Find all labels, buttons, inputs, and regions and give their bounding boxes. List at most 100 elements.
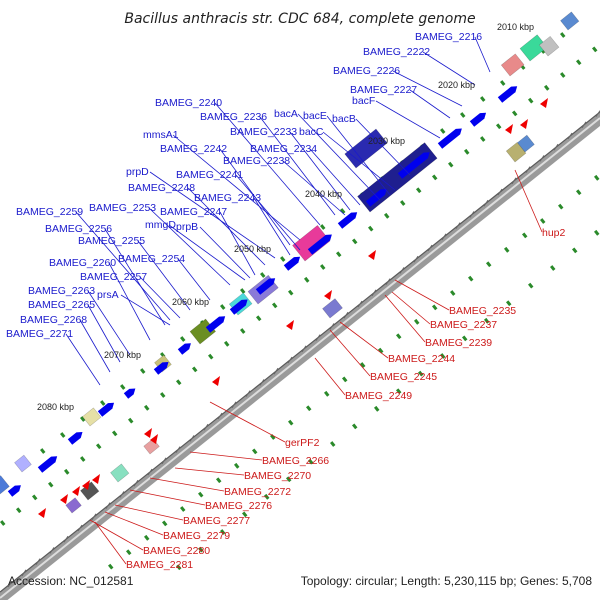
forward-leader-line [289,131,351,211]
forward-gene-arrow [177,343,191,355]
track-tick [264,493,270,500]
feature-block [517,134,535,153]
forward-gene-label: bacF [352,95,375,107]
track-tick [504,246,510,253]
reverse-gene-label: hup2 [542,227,566,239]
backbone-tick [189,435,195,442]
track-tick [396,333,402,340]
reverse-gene-arrow [92,474,100,484]
reverse-gene-arrow [144,428,152,438]
track-tick [432,304,438,311]
reverse-leader-line [391,291,431,325]
track-tick [592,46,598,53]
feature-block [80,481,100,501]
track-tick [143,534,150,541]
track-tick [467,275,474,282]
kbp-scale-label: 2020 kbp [438,80,475,90]
reverse-gene-label: BAMEG_2244 [388,353,455,365]
forward-gene-label: BAMEG_2265 [28,299,95,311]
forward-gene-arrow [365,189,387,207]
forward-leader-line [120,294,171,326]
forward-leader-line [309,148,361,206]
forward-gene-arrow [37,456,58,473]
reverse-leader-line [104,511,164,536]
forward-leader-line [282,160,346,216]
track-tick [219,304,226,310]
leader-lines [65,36,543,565]
reverse-gene-label: BAMEG_2277 [183,515,250,527]
reverse-gene-label: BAMEG_2245 [370,371,437,383]
forward-gene-label: BAMEG_2234 [250,143,317,155]
track-tick [340,208,346,214]
feature-block [519,34,548,62]
forward-gene-label: BAMEG_2216 [415,31,482,43]
track-tick [207,353,214,360]
reverse-leader-line [94,521,127,565]
forward-leader-line [149,171,276,259]
feature-block [65,497,82,514]
forward-gene-arrow [7,485,21,497]
backbone-tick [567,132,573,140]
forward-leader-line [409,89,451,119]
track-tick [16,507,22,514]
forward-leader-line [259,116,336,216]
forward-leader-line [75,211,171,321]
backbone-tick [91,513,97,521]
track-tick [180,336,186,342]
reverse-leader-line [114,504,184,521]
forward-gene-label: BAMEG_2236 [200,111,267,123]
forward-leader-line [355,118,411,176]
track-tick [460,112,466,118]
reverse-leader-line [89,519,144,551]
track-tick [528,97,534,104]
backbone-tick [273,367,279,375]
track-tick [306,405,312,412]
track-tick [320,264,326,270]
forward-leader-line [297,113,381,201]
gene-labels: BAMEG_2216 BAMEG_2222 BAMEG_2226 BAMEG_2227… [6,31,566,571]
backbone-tick [455,222,461,229]
track-tick [127,417,134,424]
forward-gene-label: bacE [303,110,327,122]
track-tick [47,481,54,488]
forward-leader-line [139,276,181,319]
accession-text: Accession: NC_012581 [8,574,134,588]
feature-block [14,454,32,473]
kbp-scale-label: 2030 kbp [368,136,405,146]
track-tick [239,288,246,294]
track-tick [374,405,380,412]
forward-gene-label: BAMEG_2242 [160,143,227,155]
track-tick [540,218,546,224]
forward-gene-arrow [283,256,301,271]
track-tick [159,392,166,398]
forward-leader-line [422,51,476,86]
forward-gene-arrow [123,388,136,399]
forward-gene-arrow [229,299,248,315]
reverse-gene-arrow [38,508,46,518]
track-tick [560,72,566,78]
feature-block [500,53,525,77]
reverse-gene-label: BAMEG_2270 [244,470,311,482]
backbone-tick [231,401,237,409]
backbone-tick [147,468,153,476]
forward-gene-arrow [437,128,462,149]
reverse-gene-arrow [324,290,332,300]
feature-block [505,141,527,163]
forward-gene-arrow [205,316,226,333]
kbp-scale-label: 2060 kbp [172,297,209,307]
track-tick [179,506,186,512]
backbone-tick [133,479,139,487]
forward-gene-arrow [397,152,430,179]
track-tick [395,388,402,395]
forward-gene-arrow [307,234,332,255]
track-tick [506,300,512,307]
track-tick [320,224,326,230]
track-tick [223,340,230,347]
track-tick [440,353,446,359]
track-tick [280,256,286,262]
forward-gene-label: prsA [97,289,119,301]
forward-gene-label: prpB [176,221,198,233]
track-tick [572,247,578,254]
forward-gene-label: BAMEG_2241 [176,169,243,181]
